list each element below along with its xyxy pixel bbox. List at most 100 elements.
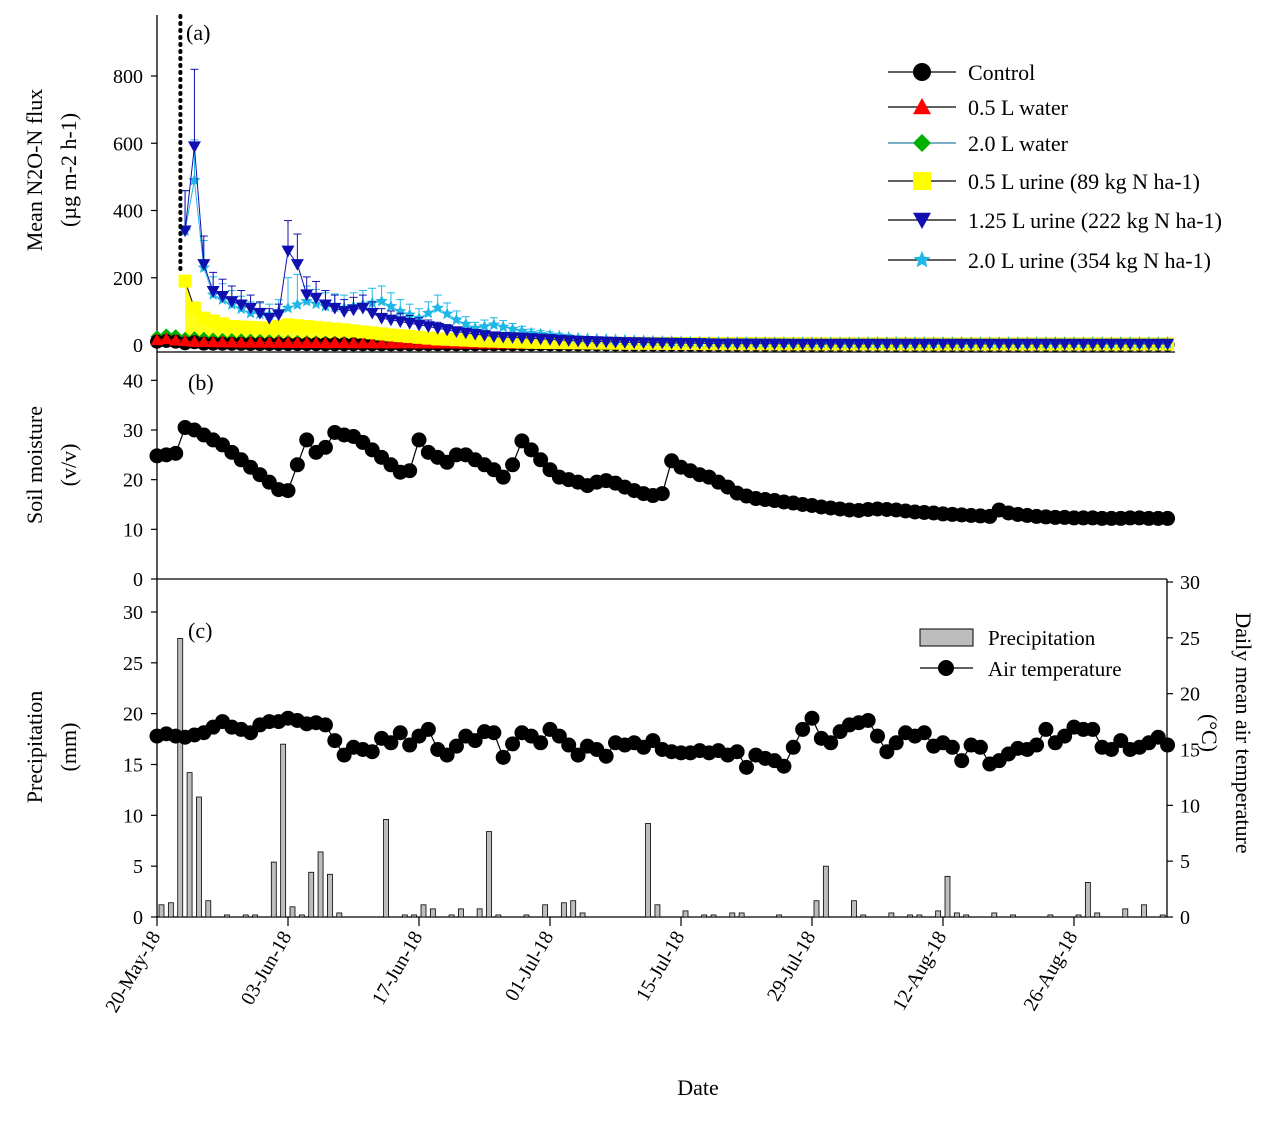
precip-bar	[458, 908, 464, 918]
urine20-point	[375, 294, 388, 307]
panel-c-yright-tick-label: 10	[1180, 795, 1200, 817]
temperature-point	[944, 739, 960, 755]
soil-moisture-point	[299, 432, 315, 448]
x-tick-label: 01-Jul-18	[501, 928, 558, 1005]
temperature-point	[420, 721, 436, 737]
urine125-point	[571, 335, 585, 348]
panel-c-yleft-tick-label: 0	[133, 907, 143, 929]
precip-bar	[523, 914, 530, 918]
precip-bar	[654, 904, 661, 918]
urine125-point	[889, 338, 903, 351]
water05-point	[384, 336, 398, 349]
urine125-point	[431, 322, 445, 335]
precip-bar	[495, 914, 502, 918]
urine125-point	[347, 304, 360, 317]
temperature-point	[561, 737, 577, 753]
water05-point	[365, 336, 379, 349]
urine125-point	[646, 337, 660, 350]
water05-point	[318, 336, 332, 349]
soil-moisture-point	[1160, 510, 1176, 526]
precip-bar	[991, 912, 998, 918]
urine125-point	[833, 338, 847, 351]
urine125-point	[1067, 338, 1081, 351]
soil-moisture-point	[168, 445, 184, 461]
soil-moisture-point	[317, 439, 333, 455]
urine125-point	[1011, 338, 1025, 351]
urine125-point	[721, 338, 735, 351]
temperature-point	[972, 739, 988, 755]
precip-bar	[907, 914, 913, 918]
precip-bar	[486, 831, 492, 918]
urine125-point	[580, 336, 594, 348]
water05-point	[300, 336, 314, 348]
urine20-point	[281, 301, 295, 314]
urine125-point	[1076, 338, 1090, 351]
urine125-point	[702, 338, 716, 351]
water05-point	[281, 336, 295, 348]
temperature-point	[1103, 742, 1119, 757]
urine125-point	[693, 338, 707, 350]
temperature-point	[486, 725, 502, 741]
precip-bar	[167, 902, 174, 918]
temperature-point	[327, 733, 343, 749]
urine125-point	[496, 331, 510, 344]
panel-c-yleft-tick-label: 5	[133, 856, 143, 878]
water05-point	[290, 336, 304, 348]
urine125-point	[861, 338, 875, 351]
urine125-point	[234, 299, 248, 312]
urine20-point	[431, 301, 444, 314]
precip-bar	[411, 914, 418, 918]
panel-a-axes	[156, 15, 1175, 353]
panel-c-ylabel-right-line2: (°C)	[1197, 714, 1222, 752]
temperature-point	[383, 735, 399, 751]
precip-bar	[916, 914, 923, 918]
temperature-point	[1160, 737, 1176, 753]
precip-bar	[448, 914, 455, 918]
temperature-point	[954, 753, 970, 769]
temperature-point	[1085, 721, 1101, 737]
water05-point	[347, 336, 360, 349]
legend-urine05-label: 0.5 L urine (89 kg N ha-1)	[968, 169, 1200, 194]
precip-bar	[1084, 882, 1091, 918]
water05-point	[187, 335, 201, 347]
urine125-point	[272, 309, 286, 322]
legend-urine20-label: 2.0 L urine (354 kg N ha-1)	[968, 248, 1211, 273]
soil-moisture-point	[533, 452, 549, 468]
urine125-point	[216, 291, 229, 303]
precip-bar	[560, 902, 567, 918]
soil-moisture-point	[514, 433, 530, 449]
urine125-point	[711, 338, 725, 351]
panel-a-y-tick-label: 0	[133, 335, 143, 357]
urine20-point	[440, 307, 454, 320]
precip-bar	[570, 900, 577, 918]
urine125-point	[1039, 338, 1053, 351]
panel-c-yright-tick-label: 15	[1180, 740, 1200, 762]
water05-point	[150, 333, 164, 346]
urine125-point	[393, 316, 407, 328]
x-tick-label: 03-Jun-18	[237, 928, 297, 1009]
x-axis-ticks: 20-May-18 03-Jun-18 17-Jun-18 01-Jul-18 15-J…	[101, 917, 1082, 1016]
water05-point	[262, 336, 276, 348]
urine125-point	[375, 312, 389, 325]
panel-c-y-title-right: Daily mean air temperature (°C)	[1197, 612, 1256, 853]
urine125-point	[880, 338, 894, 351]
urine125-point	[534, 333, 548, 346]
urine125-point	[627, 337, 641, 349]
precip-bar	[1094, 912, 1101, 918]
panel-b-ylabel-line2: (v/v)	[56, 444, 81, 487]
urine125-point	[1095, 338, 1109, 351]
x-tick-label: 20-May-18	[101, 928, 165, 1017]
panel-c-label: (c)	[188, 618, 212, 643]
soil-moisture-point	[495, 469, 511, 485]
water05-point	[272, 336, 286, 348]
temperature-point	[645, 733, 661, 749]
urine125-point	[300, 289, 314, 302]
urine125-point	[1020, 338, 1034, 351]
temperature-point	[598, 748, 614, 764]
urine125-point	[262, 312, 276, 325]
temperature-point	[795, 721, 811, 737]
temperature-point	[448, 738, 464, 754]
panel-a-y-tick-label: 600	[113, 133, 143, 155]
urine125-point	[384, 314, 398, 327]
urine125-point	[468, 328, 482, 341]
